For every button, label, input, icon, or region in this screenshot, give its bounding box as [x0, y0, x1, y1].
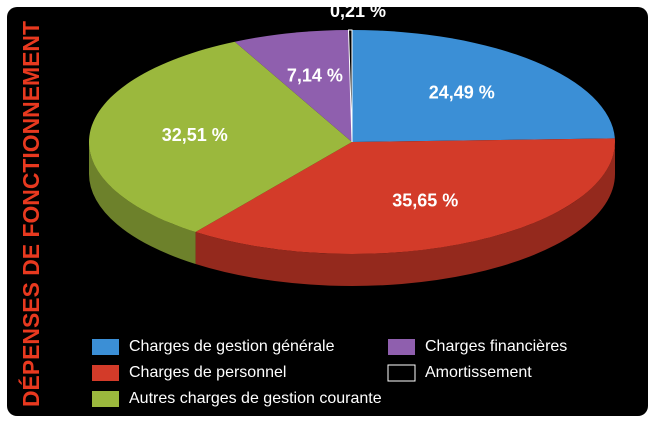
data-label: 24,49 %: [429, 82, 495, 102]
slice: [348, 29, 353, 143]
slice-side: [89, 142, 196, 265]
legend-label: Charges de gestion générale: [129, 338, 335, 355]
legend-swatch: [92, 365, 119, 381]
slice-side: [195, 142, 615, 286]
legend-label: Charges de personnel: [129, 364, 286, 381]
slice: [195, 138, 615, 255]
slice: [88, 41, 352, 233]
legend-label: Amortissement: [425, 364, 532, 381]
legend-label: Autres charges de gestion courante: [129, 390, 382, 407]
legend-swatch: [92, 391, 119, 407]
legend-swatch: [387, 364, 416, 382]
legend-swatch: [92, 339, 119, 355]
data-label: 32,51 %: [162, 125, 228, 145]
chart-title: DÉPENSES DE FONCTIONNEMENT: [17, 21, 44, 407]
legend-label: Charges financières: [425, 338, 567, 355]
slice: [234, 30, 352, 142]
data-label: 7,14 %: [287, 65, 343, 85]
data-label: 35,65 %: [392, 190, 458, 210]
slice: [352, 30, 615, 142]
legend-swatch: [388, 339, 415, 355]
data-label: 0,21 %: [330, 1, 386, 21]
